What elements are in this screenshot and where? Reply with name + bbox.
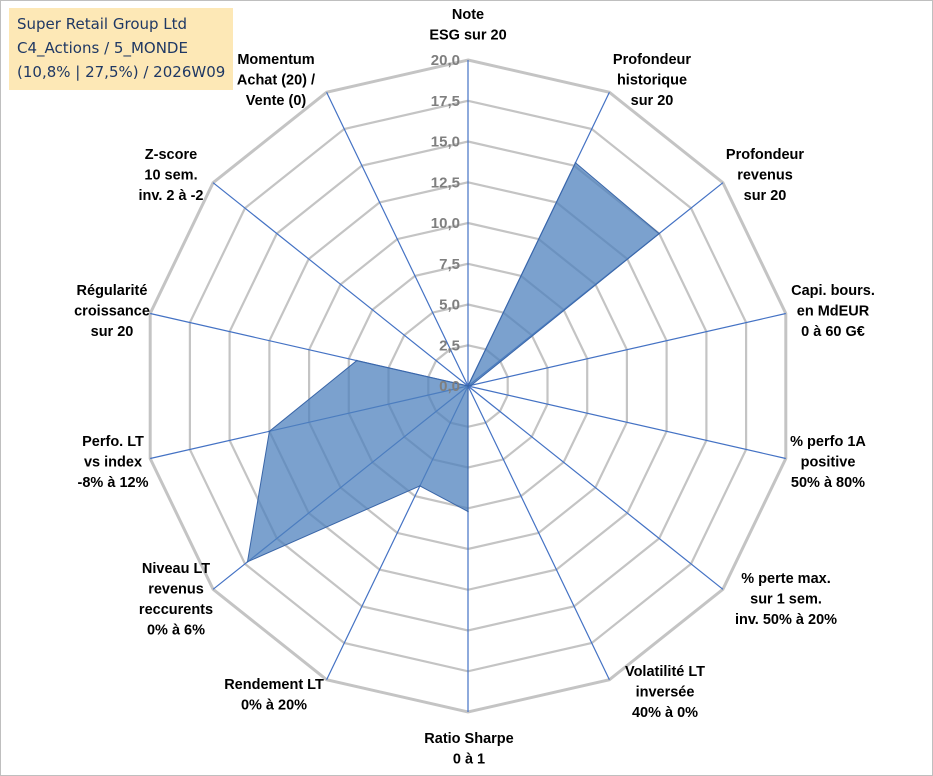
axis-label-7-line-1: 0 à 1 [453, 752, 485, 768]
data-point-11 [356, 359, 358, 362]
axis-label-3-line-2: 0 à 60 G€ [801, 324, 865, 340]
axis-label-5-line-0: % perte max. [741, 571, 830, 587]
axis-label-2-line-2: sur 20 [744, 188, 787, 204]
radar-axis-labels: Note ESG sur 20 Profondeur historique sur 20… [74, 7, 875, 768]
axis-spoke-5 [467, 385, 724, 590]
tick-label-7: 17,5 [431, 93, 460, 110]
data-point-7 [467, 510, 469, 513]
tick-label-6: 15,0 [431, 134, 460, 151]
axis-label-12-line-1: 10 sem. [144, 168, 197, 184]
axis-label-4-line-0: % perfo 1A [790, 434, 866, 450]
info-box: Super Retail Group Ltd C4_Actions / 5_MO… [9, 8, 233, 90]
axis-label-6-line-0: Volatilité LT [625, 664, 705, 680]
axis-label-9: Niveau LT revenus reccurents 0% à 6% [139, 561, 213, 639]
axis-label-7: Ratio Sharpe 0 à 1 [424, 731, 513, 768]
tick-label-4: 10,0 [431, 215, 460, 232]
data-point-3 [470, 384, 473, 387]
axis-label-3: Capi. bours. en MdEUR 0 à 60 G€ [791, 283, 875, 340]
axis-label-9-line-0: Niveau LT [142, 561, 210, 577]
axis-label-4-line-1: positive [801, 455, 856, 471]
axis-label-6: Volatilité LT inversée 40% à 0% [625, 664, 705, 721]
axis-label-10-line-1: vs index [84, 455, 142, 471]
radar-series-area [246, 162, 660, 563]
data-point-8 [419, 485, 421, 487]
axis-label-5-line-1: sur 1 sem. [750, 592, 822, 608]
axis-label-12-line-2: inv. 2 à -2 [138, 188, 203, 204]
axis-spoke-13 [326, 92, 469, 387]
axis-label-1: Profondeur historique sur 20 [613, 52, 691, 109]
axis-label-8: Rendement LT 0% à 20% [224, 677, 324, 714]
axis-label-1-line-2: sur 20 [631, 93, 674, 109]
axis-label-3-line-1: en MdEUR [797, 304, 870, 320]
axis-label-8-line-1: 0% à 20% [241, 698, 307, 714]
tick-label-2: 5,0 [439, 297, 460, 314]
axis-label-13-line-2: Vente (0) [246, 93, 307, 109]
axis-label-9-line-1: revenus [148, 582, 204, 598]
data-point-13 [467, 385, 469, 387]
axis-spoke-6 [467, 385, 610, 680]
axis-label-9-line-2: reccurents [139, 602, 213, 618]
axis-label-6-line-2: 40% à 0% [632, 705, 698, 721]
axis-spoke-4 [467, 385, 786, 460]
info-category: C4_Actions / 5_MONDE [17, 39, 188, 57]
info-company: Super Retail Group Ltd [17, 15, 188, 33]
info-period: (10,8% | 27,5%) / 2026W09 [17, 63, 226, 81]
axis-label-11-line-0: Régularité [77, 283, 148, 299]
axis-label-13-line-1: Achat (20) / [237, 73, 315, 89]
axis-label-11: Régularité croissance sur 20 [74, 283, 150, 340]
axis-label-12: Z-score 10 sem. inv. 2 à -2 [138, 147, 203, 204]
axis-spoke-3 [467, 312, 786, 387]
axis-label-1-line-0: Profondeur [613, 52, 691, 68]
axis-label-1-line-1: historique [617, 73, 687, 89]
axis-label-2-line-1: revenus [737, 168, 793, 184]
axis-label-10: Perfo. LT vs index -8% à 12% [78, 434, 149, 491]
axis-label-7-line-0: Ratio Sharpe [424, 731, 513, 747]
data-point-10 [268, 430, 271, 433]
data-point-9 [246, 561, 249, 563]
axis-label-2: Profondeur revenus sur 20 [726, 147, 804, 204]
axis-label-12-line-0: Z-score [145, 147, 197, 163]
axis-label-5-line-2: inv. 50% à 20% [735, 612, 837, 628]
axis-label-9-line-3: 0% à 6% [147, 623, 205, 639]
axis-label-0-line-0: Note [452, 7, 484, 23]
axis-label-11-line-1: croissance [74, 304, 150, 320]
axis-label-0-line-1: ESG sur 20 [429, 28, 506, 44]
tick-label-8: 20,0 [431, 52, 460, 69]
axis-label-4: % perfo 1A positive 50% à 80% [790, 434, 866, 491]
axis-label-8-line-0: Rendement LT [224, 677, 324, 693]
axis-label-13-line-0: Momentum [237, 52, 314, 68]
axis-label-2-line-0: Profondeur [726, 147, 804, 163]
axis-label-4-line-2: 50% à 80% [791, 475, 865, 491]
axis-label-10-line-0: Perfo. LT [82, 434, 144, 450]
axis-spoke-12 [212, 182, 469, 387]
axis-label-6-line-1: inversée [636, 685, 695, 701]
tick-label-3: 7,5 [439, 256, 460, 273]
axis-label-3-line-0: Capi. bours. [791, 283, 875, 299]
axis-label-13: Momentum Achat (20) / Vente (0) [237, 52, 315, 109]
tick-label-1: 2,5 [439, 337, 460, 354]
radar-tick-labels: 0,0 2,5 5,0 7,5 10,0 12,5 15,0 17,5 20,0 [431, 52, 460, 395]
axis-label-10-line-2: -8% à 12% [78, 475, 149, 491]
tick-label-0: 0,0 [439, 378, 460, 395]
data-point-2 [658, 232, 660, 235]
tick-label-5: 12,5 [431, 174, 460, 191]
axis-label-11-line-2: sur 20 [91, 324, 134, 340]
axis-label-0: Note ESG sur 20 [429, 7, 506, 44]
data-point-1 [574, 162, 577, 164]
axis-label-5: % perte max. sur 1 sem. inv. 50% à 20% [735, 571, 837, 628]
